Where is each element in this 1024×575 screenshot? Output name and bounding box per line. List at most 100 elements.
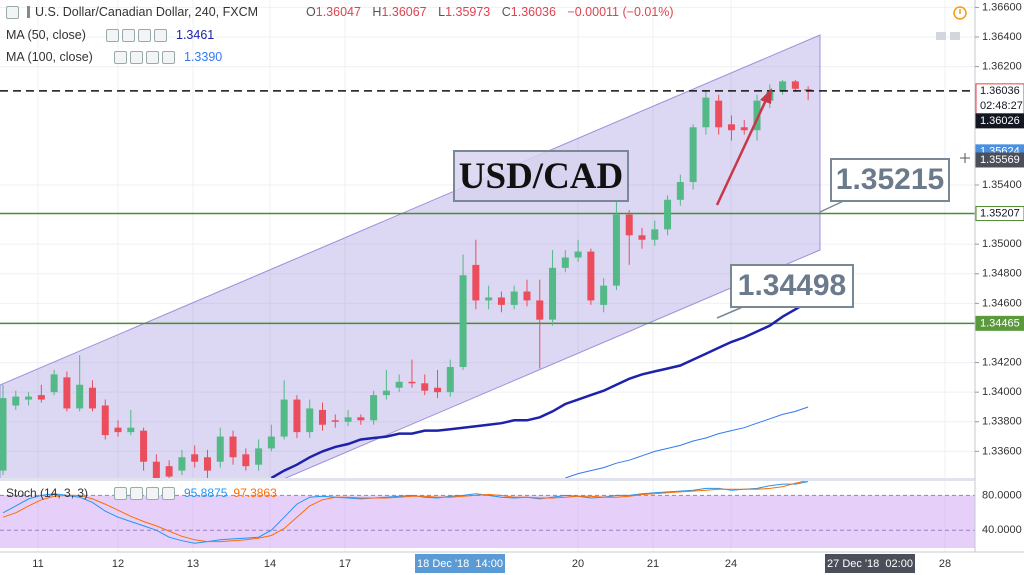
icon[interactable] (146, 486, 159, 500)
price-tag-label: 1.36026 (980, 115, 1020, 127)
candle-body (331, 420, 339, 422)
candle-body (12, 396, 20, 406)
stoch-band (0, 495, 975, 548)
icon[interactable] (130, 50, 143, 64)
candle-body (382, 390, 390, 396)
ma-legend: MA (50, close) 1.3461 (6, 28, 214, 42)
price-tag-label: 1.36036 (980, 85, 1020, 97)
ohlc-letter: L (438, 5, 446, 19)
candle-body (357, 417, 365, 421)
candle-body (497, 297, 505, 305)
candle-body (485, 297, 493, 301)
stoch-line (2, 481, 808, 543)
crosshair-icon (960, 153, 970, 163)
candle-body (779, 81, 787, 92)
candle-body (753, 100, 761, 131)
candle-body (472, 264, 480, 301)
pane-separator (0, 478, 975, 481)
candle-body (561, 257, 569, 268)
main-marks (0, 79, 975, 478)
crosshair-label-bg (415, 554, 505, 573)
x-tick-label: 17 (339, 558, 351, 570)
countdown: 02:48:27 (980, 100, 1023, 112)
candle-body (76, 384, 84, 409)
legend-name: MA (100, close) (6, 50, 93, 64)
candle-body (242, 454, 250, 467)
candle-body (600, 285, 608, 305)
legend-value: 97.3863 (233, 486, 277, 500)
change: −0.00011 (−0.01%) (567, 5, 674, 19)
icon[interactable] (122, 28, 135, 42)
candle-body (536, 300, 544, 320)
candle-body (702, 97, 710, 128)
icon[interactable] (162, 486, 175, 500)
candle-body (306, 408, 314, 433)
scroll-icon[interactable] (950, 32, 960, 40)
candle-body (459, 275, 467, 368)
candle-body (165, 466, 173, 477)
y-tick-label: 1.34000 (982, 386, 1022, 398)
candle-body (804, 89, 812, 91)
stoch-legend: Stoch (14, 3, 3) 95.8875 97.3863 (6, 486, 277, 500)
candle-body (203, 457, 211, 471)
collapse-icon[interactable] (6, 5, 19, 19)
candle-body (395, 381, 403, 388)
price-tag (975, 113, 1024, 129)
icon[interactable] (130, 486, 143, 500)
candle-body (740, 127, 748, 131)
legend-value: 1.3390 (184, 50, 223, 64)
candle-body (638, 235, 646, 240)
icon[interactable] (146, 50, 159, 64)
arrow-head (760, 88, 772, 104)
candle-body (664, 199, 672, 230)
candle-body (293, 399, 301, 433)
candle-body (344, 417, 352, 422)
icon[interactable] (106, 28, 119, 42)
stoch-line (2, 481, 809, 544)
candle-body (370, 395, 378, 421)
x-tick-label: 24 (725, 558, 737, 570)
indicator-title: Stoch (14, 3, 3) (6, 486, 89, 500)
icon[interactable] (162, 50, 175, 64)
y-tick-label: 1.33800 (982, 416, 1022, 428)
candle-body (0, 398, 7, 471)
crosshair-label: 27 Dec '18 02:00 (827, 558, 913, 570)
ma-legend: MA (100, close) 1.3390 (6, 50, 222, 64)
crosshair-label: 18 Dec '18 14:00 (417, 558, 503, 570)
candle-body (152, 461, 160, 478)
x-tick-label: 12 (112, 558, 124, 570)
candle-body (63, 377, 71, 409)
annotation: USD/CAD (453, 150, 629, 202)
icon[interactable] (114, 50, 127, 64)
candle-body (191, 454, 199, 462)
candle-body (255, 448, 263, 465)
y-tick-label: 1.34600 (982, 297, 1022, 309)
crosshair-label-bg (825, 554, 915, 573)
y-tick-label: 1.34800 (982, 268, 1022, 280)
ohlc-letter: C (501, 5, 511, 19)
candle-body (523, 291, 531, 301)
icon[interactable] (114, 486, 127, 500)
candle-body (178, 457, 186, 471)
alert-icon[interactable] (953, 6, 967, 20)
scroll-icon[interactable] (936, 32, 946, 40)
price-tag (975, 315, 1024, 331)
candle-body (319, 409, 326, 425)
price-tag-label: 1.35207 (980, 207, 1020, 219)
candle-body (114, 427, 122, 433)
header: U.S. Dollar/Canadian Dollar, 240, FXCM O… (6, 5, 674, 19)
ohlc-value: 1.36036 (510, 5, 556, 19)
ma-line (565, 406, 809, 478)
y-tick-label: 40.0000 (982, 524, 1022, 536)
price-tag (975, 152, 1024, 168)
icon[interactable] (138, 28, 151, 42)
y-tick-label: 1.36600 (982, 1, 1022, 13)
candle-body (715, 100, 723, 128)
icon[interactable] (154, 28, 167, 42)
candle-body (791, 81, 799, 89)
ohlc-value: 1.36047 (315, 5, 361, 19)
axes: 11 12 13 14 17 20 21 24 28 1.36600 1.36400 1.36200 1… (32, 1, 1024, 573)
candle-body (727, 124, 735, 131)
candle-body (127, 427, 135, 433)
